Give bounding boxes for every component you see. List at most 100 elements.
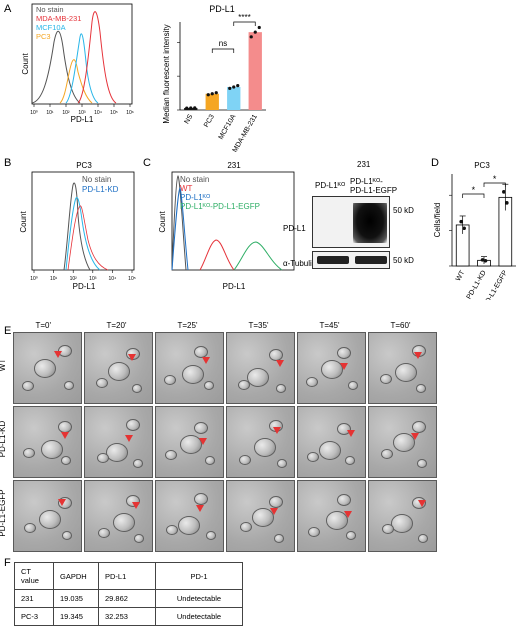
timepoint-label: T=60' — [390, 321, 411, 330]
tick-label: 10³ — [78, 110, 86, 116]
blot-tubulin-band-1 — [317, 256, 349, 264]
histo-b-legend-0: No stain — [82, 175, 111, 184]
cell-image — [307, 452, 319, 463]
cell-image — [337, 347, 351, 359]
blot-mw2: 50 kD — [393, 256, 414, 265]
red-arrow-icon — [340, 363, 348, 370]
bar-a-cat-0: NS — [184, 113, 195, 125]
cell-image — [239, 455, 251, 466]
red-arrow-icon — [202, 357, 210, 364]
micrograph-frame — [297, 480, 366, 552]
bar-a-1 — [205, 93, 219, 110]
micrograph-frame — [297, 406, 366, 478]
cell-image — [194, 346, 208, 358]
cell-image — [133, 459, 143, 468]
timepoint-label: T=20' — [106, 321, 127, 330]
cell-image — [240, 522, 252, 533]
cell-image — [113, 513, 135, 532]
cell-image — [194, 422, 208, 434]
histo-b-title: PC3 — [76, 161, 92, 170]
cell-image — [182, 365, 204, 384]
tick-label: 10¹ — [50, 276, 58, 282]
panel-d-letter: D — [431, 157, 439, 169]
blot-col2a: PD-L1ᴷᴼ- — [350, 177, 383, 186]
cell-image — [416, 384, 426, 393]
blot-col1: PD-L1ᴷᴼ — [315, 181, 346, 190]
cell-image — [64, 381, 74, 390]
cell-image — [41, 440, 63, 459]
cell-image — [381, 449, 393, 460]
histo-c-ylabel: Count — [158, 211, 167, 233]
cell-image — [98, 528, 110, 539]
cell-image — [62, 531, 72, 540]
bar-d-title: PC3 — [474, 161, 490, 170]
ct-value-table: CT value GAPDH PD-L1 PD-1 231 19.035 29.… — [14, 562, 243, 626]
red-arrow-icon — [128, 354, 136, 361]
cell-image — [348, 381, 358, 390]
cell-image — [178, 516, 200, 535]
tick-label: 10⁴ — [109, 276, 117, 282]
panel-f-letter: F — [4, 557, 11, 569]
micrograph-frame — [84, 332, 153, 404]
cell-image — [34, 359, 56, 378]
cell-image — [395, 363, 417, 382]
histo-c-legend-2: PD-L1ᴷᴼ — [180, 193, 210, 202]
histo-a-ylabel: Count — [21, 53, 30, 75]
histo-a-legend-3: PC3 — [36, 32, 51, 41]
panel-c-histogram: 231 No stain WT PD-L1ᴷᴼ PD-L1ᴷᴼ-PD-L1-EG… — [158, 161, 295, 291]
table-cell: CT value — [14, 562, 54, 590]
cell-image — [164, 375, 176, 386]
histo-c-title: 231 — [227, 161, 241, 170]
cell-image — [132, 384, 142, 393]
table-header-row: CT value GAPDH PD-L1 PD-1 — [14, 562, 243, 590]
tick-label: 10⁴ — [94, 110, 102, 116]
red-arrow-icon — [132, 502, 140, 509]
histo-c-legend-3: PD-L1ᴷᴼ-PD-L1-EGFP — [180, 202, 260, 211]
tick-label: 10² — [70, 276, 78, 282]
cell-image — [106, 443, 128, 462]
cell-image — [166, 525, 178, 536]
timepoint-label: T=35' — [248, 321, 269, 330]
micrograph-frame — [368, 332, 437, 404]
timepoint-label: T=45' — [319, 321, 340, 330]
bar-a-sig-stars: **** — [238, 13, 250, 22]
micrograph-frame — [155, 480, 224, 552]
red-arrow-icon — [125, 435, 133, 442]
cell-image — [205, 456, 215, 465]
cell-image — [412, 421, 426, 433]
micrograph-frame — [368, 480, 437, 552]
blot-pdl1-membrane — [312, 196, 390, 248]
cell-image — [346, 531, 356, 540]
micrograph-frame — [84, 480, 153, 552]
cell-image — [22, 381, 34, 392]
histo-a-legend-0: No stain — [36, 5, 64, 14]
bar-a-2 — [227, 86, 241, 110]
bar-d-cat-1: PD-L1-KD — [466, 270, 488, 301]
tick-label: 10⁰ — [30, 110, 38, 116]
red-arrow-icon — [414, 352, 422, 359]
cell-image — [61, 456, 71, 465]
histo-a-legend-1: MDA-MB-231 — [36, 14, 81, 23]
red-arrow-icon — [347, 430, 355, 437]
table-cell: GAPDH — [53, 562, 99, 590]
cell-image — [308, 527, 320, 538]
blot-row2: α-Tubulin — [283, 259, 317, 268]
bar-a-3 — [248, 32, 262, 110]
cell-image — [252, 508, 274, 527]
cell-image — [206, 531, 216, 540]
cell-image — [254, 438, 276, 457]
cell-image — [194, 493, 208, 505]
blot-row1: PD-L1 — [283, 224, 306, 233]
red-arrow-icon — [411, 433, 419, 440]
cell-image — [276, 384, 286, 393]
bar-d-ylabel: Cells/field — [433, 203, 442, 238]
blot-title: 231 — [357, 160, 371, 169]
table-cell: PD-1 — [155, 562, 243, 590]
table-cell: 19.035 — [53, 589, 99, 608]
micrograph-frame — [226, 406, 295, 478]
histo-c-xlabel: PD-L1 — [223, 282, 246, 291]
red-arrow-icon — [199, 438, 207, 445]
bar-a-ylabel: Median fluorescent intensity — [162, 24, 171, 123]
micrograph-frame — [84, 406, 153, 478]
bar-a-cat-1: PC3 — [203, 113, 216, 128]
